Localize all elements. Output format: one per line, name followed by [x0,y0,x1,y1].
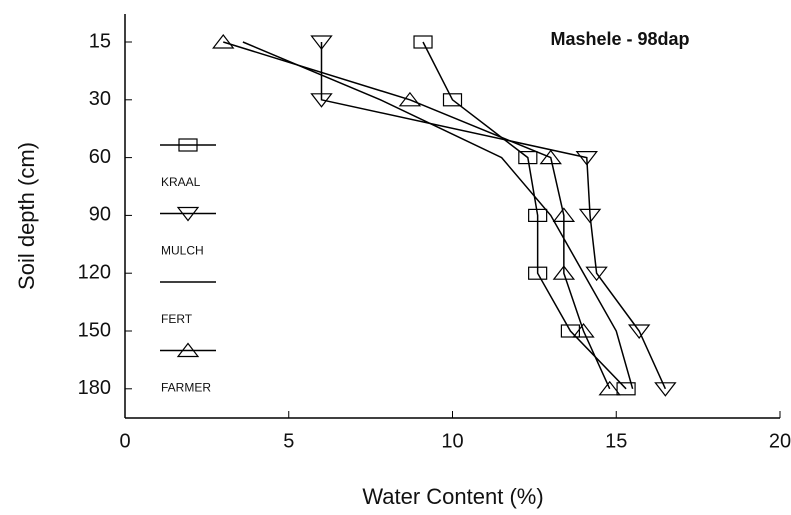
y-tick-label: 30 [89,88,111,110]
y-tick-label: 120 [78,261,111,283]
y-axis-title: Soil depth (cm) [14,142,39,290]
x-axis-title: Water Content (%) [362,484,543,509]
series-line [242,41,634,390]
marker [176,342,200,358]
marker [528,208,548,222]
marker [212,34,235,49]
marker [627,324,651,339]
x-tick-label: 10 [441,430,463,452]
chart-title: Mashele - 98dap [550,29,689,49]
marker [398,91,422,107]
x-tick-label: 5 [283,430,294,452]
y-tick-label: 60 [89,146,111,168]
x-tick-label: 20 [769,430,791,452]
legend-label: FARMER [161,381,211,395]
marker [442,93,463,107]
marker [310,35,333,50]
marker [575,151,598,166]
legend-label: FERT [161,312,193,326]
marker [176,206,200,222]
marker [578,208,602,224]
marker [178,138,198,152]
marker [585,266,608,282]
series-line [422,41,627,390]
marker [528,266,548,280]
marker [572,323,595,338]
marker [552,207,576,222]
x-tick-label: 15 [605,430,627,452]
marker [518,151,538,165]
legend-label: KRAAL [161,175,201,189]
y-tick-label: 150 [78,319,111,341]
y-tick-label: 15 [89,30,111,52]
series-line [320,42,667,390]
y-tick-label: 90 [89,204,111,226]
marker [552,265,576,280]
marker [560,324,581,338]
marker [616,382,636,396]
marker [310,93,333,108]
x-tick-label: 0 [119,430,130,452]
marker [654,382,677,397]
y-tick-label: 180 [78,377,111,399]
marker [539,149,562,165]
marker [598,380,621,396]
legend-label: MULCH [161,244,204,258]
marker [413,35,433,49]
series-line [223,41,611,390]
